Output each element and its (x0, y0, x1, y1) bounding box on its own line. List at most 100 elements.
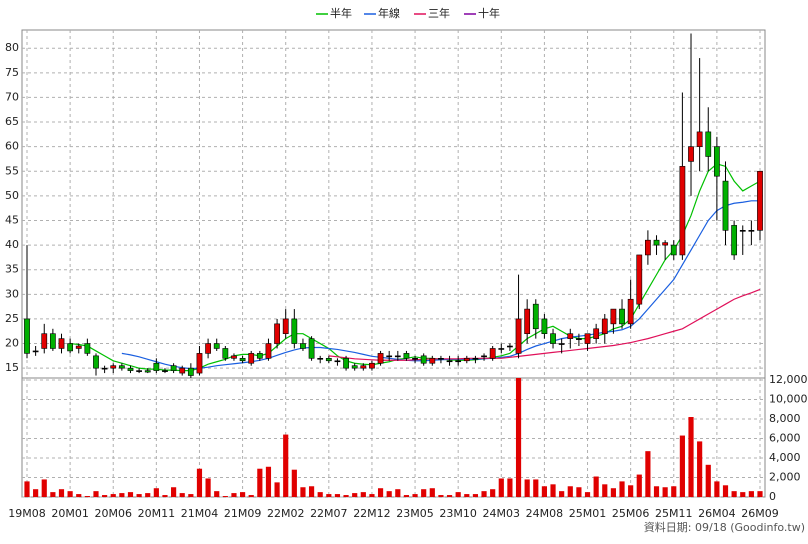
volume-bar (93, 491, 99, 497)
x-tick-label: 25M11 (655, 507, 693, 520)
volume-bar (412, 494, 418, 497)
volume-bar (58, 489, 65, 497)
x-tick-label: 24M08 (526, 507, 564, 520)
candle-body (49, 333, 56, 349)
y2-tick-label: 12,000 (769, 373, 808, 386)
volume-bar (334, 494, 341, 497)
candle-body (455, 360, 462, 363)
candle-body (205, 343, 211, 354)
candle-body (653, 239, 660, 246)
volume-bar (567, 486, 573, 497)
volume-bar (705, 464, 711, 497)
x-tick-label: 20M06 (94, 507, 132, 520)
candle-body (705, 131, 712, 157)
y-tick-label: 25 (5, 312, 19, 325)
candle-body (713, 146, 720, 177)
y2-tick-label: 8,000 (769, 412, 801, 425)
volume-bar (697, 441, 703, 497)
ma-line (328, 288, 761, 361)
x-tick-label: 20M11 (138, 507, 176, 520)
candle-body (101, 367, 108, 370)
candle-body (420, 355, 427, 364)
candle-body (144, 370, 151, 373)
candle-body (110, 365, 117, 369)
volume-bar (688, 417, 694, 497)
candle-body (610, 308, 617, 325)
volume-bar (395, 489, 401, 497)
volume-bar (619, 481, 625, 497)
volume-bar (481, 491, 487, 497)
volume-bar (102, 495, 108, 497)
candle-body (248, 353, 255, 364)
x-tick-label: 25M06 (612, 507, 650, 520)
x-tick-label: 21M09 (224, 507, 262, 520)
volume-bar (610, 488, 616, 497)
candle-body (351, 365, 358, 369)
y-tick-label: 55 (5, 164, 19, 177)
candle-body (118, 365, 125, 369)
y-tick-label: 40 (5, 238, 19, 251)
volume-bar (179, 493, 185, 497)
x-tick-label: 25M01 (569, 507, 607, 520)
candle-body (576, 338, 582, 340)
y-tick-label: 60 (5, 140, 19, 153)
volume-bar (248, 495, 254, 497)
volume-bar (136, 494, 142, 497)
candle-body (722, 180, 729, 231)
volume-bar (171, 487, 177, 497)
candle-body (179, 367, 186, 374)
volume-bar (645, 451, 651, 497)
candle-body (558, 343, 565, 345)
candle-body (274, 323, 280, 344)
volume-bar (369, 494, 375, 497)
volume-bar (110, 494, 116, 497)
x-tick-label: 23M05 (396, 507, 434, 520)
x-tick-label: 24M03 (483, 507, 521, 520)
candle-body (688, 146, 694, 162)
candle-body (75, 345, 82, 349)
y-tick-label: 70 (5, 90, 19, 103)
legend-label: 年線 (378, 6, 400, 20)
candle-body (584, 333, 591, 344)
candle-body (377, 353, 384, 364)
volume-bar (748, 491, 754, 497)
candle-body (360, 365, 367, 369)
y2-tick-label: 0 (769, 490, 776, 503)
candle-body (601, 318, 608, 335)
candle-body (317, 358, 324, 360)
candle-body (136, 370, 142, 372)
candle-body (645, 239, 651, 256)
candle-body (619, 308, 625, 325)
volume-bar (84, 496, 90, 497)
candle-body (438, 358, 444, 360)
x-tick-label: 19M08 (8, 507, 46, 520)
volume-bar (145, 493, 151, 497)
volume-bar (593, 476, 599, 497)
candle-body (213, 343, 220, 349)
x-tick-label: 20M01 (51, 507, 89, 520)
candle-body (593, 328, 600, 339)
volume-bar (119, 493, 125, 497)
candle-body (498, 348, 505, 350)
candle-body (67, 343, 74, 352)
candle-body (265, 343, 272, 359)
candle-body (627, 298, 634, 325)
candle-body (41, 333, 48, 349)
candle-body (170, 365, 177, 371)
volume-bar (153, 488, 159, 497)
candle-body (679, 166, 686, 256)
volume-bar (602, 484, 608, 497)
volume-bar (222, 496, 228, 497)
candle-body (524, 308, 531, 335)
volume-bar (360, 492, 366, 497)
volume-bar (386, 491, 392, 497)
volume-bar (429, 488, 435, 497)
candle-body (515, 318, 522, 354)
candle-body (300, 343, 306, 349)
volume-bar (671, 486, 677, 497)
y-tick-label: 65 (5, 115, 19, 128)
volume-bar (326, 494, 332, 497)
candle-body (58, 338, 65, 349)
candle-body (541, 318, 548, 335)
